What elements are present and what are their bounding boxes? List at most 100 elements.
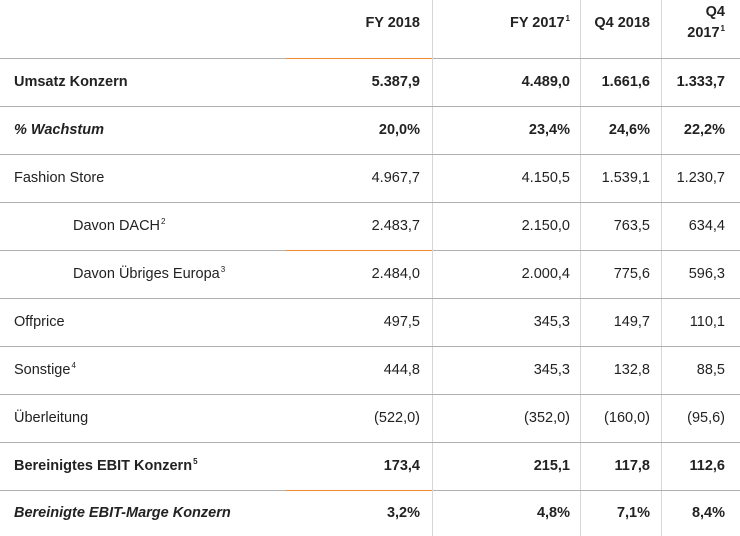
- cell-fy2018: 497,5: [383, 314, 420, 330]
- header-fy2017-text: FY 20171: [510, 13, 570, 34]
- row-divider: [0, 106, 740, 107]
- cell-q42017: 110,1: [689, 314, 725, 330]
- row-label-footnote: 3: [220, 265, 226, 275]
- row-divider: [433, 250, 740, 251]
- row-label-text: % Wachstum: [14, 122, 104, 138]
- row-label-text: Sonstige4: [14, 362, 76, 378]
- cell-q42017: 1.333,7: [676, 74, 725, 90]
- row-divider: [0, 250, 286, 251]
- cell-q42017: 634,4: [688, 218, 725, 234]
- row-label-footnote: 4: [71, 361, 76, 371]
- row-label-ebit-marge: Bereinigte EBIT-Marge Konzern: [14, 490, 284, 536]
- cell-q42018: (160,0): [604, 410, 650, 426]
- column-separator: [432, 0, 433, 536]
- row-label-main: Sonstige: [14, 362, 71, 378]
- cell-fy2018: 444,8: [383, 362, 420, 378]
- row-label-ebit: Bereinigtes EBIT Konzern5: [14, 442, 284, 490]
- cell-q42017: 88,5: [696, 362, 725, 378]
- header-rule: [0, 58, 286, 59]
- cell-q42018: 7,1%: [616, 505, 650, 521]
- cell-fy2018: 4.967,7: [371, 170, 420, 186]
- cell-fy2017: 4,8%: [536, 505, 570, 521]
- row-divider-orange: [286, 490, 432, 491]
- cell-fy2017: 345,3: [533, 362, 570, 378]
- cell-fy2018: 2.483,7: [371, 218, 420, 234]
- row-label-ueberleitung: Überleitung: [14, 394, 284, 442]
- header-q42017: Q4 20171: [663, 0, 725, 46]
- row-divider: [0, 442, 740, 443]
- row-divider: [0, 298, 740, 299]
- row-label-text: Überleitung: [14, 410, 89, 426]
- row-label-text: Umsatz Konzern: [14, 74, 128, 90]
- header-fy2017: FY 20171: [434, 0, 570, 46]
- cell-fy2017: 2.150,0: [521, 218, 570, 234]
- cell-fy2017: 215,1: [533, 458, 570, 474]
- header-q42017-footnote: 1: [720, 24, 725, 34]
- cell-q42017: 22,2%: [683, 122, 725, 138]
- row-label-davon-europa: Davon Übriges Europa3: [73, 250, 284, 298]
- cell-fy2018: 5.387,9: [371, 74, 420, 90]
- cell-q42018: 149,7: [613, 314, 650, 330]
- header-fy2018: FY 2018: [286, 0, 420, 46]
- cell-fy2017: 4.150,5: [521, 170, 570, 186]
- cell-fy2018: 3,2%: [386, 505, 420, 521]
- cell-fy2017: 345,3: [533, 314, 570, 330]
- row-divider: [0, 346, 740, 347]
- cell-fy2018: 20,0%: [378, 122, 420, 138]
- header-q42017-line2: 2017: [687, 25, 720, 41]
- header-rule-orange: [286, 58, 432, 59]
- cell-q42017: 1.230,7: [676, 170, 725, 186]
- row-label-wachstum: % Wachstum: [14, 106, 284, 154]
- row-label-fashion-store: Fashion Store: [14, 154, 284, 202]
- cell-q42018: 117,8: [614, 458, 651, 474]
- header-rule: [433, 58, 740, 59]
- row-label-main: Davon Übriges Europa: [73, 266, 220, 282]
- cell-q42018: 763,5: [613, 218, 650, 234]
- cell-q42018: 1.539,1: [601, 170, 650, 186]
- row-divider: [0, 154, 740, 155]
- row-label-text: Davon Übriges Europa3: [73, 266, 225, 282]
- row-label-sonstige: Sonstige4: [14, 346, 284, 394]
- cell-q42017: 8,4%: [691, 505, 725, 521]
- row-divider-orange: [286, 250, 432, 251]
- cell-fy2017: (352,0): [524, 410, 570, 426]
- row-label-main: Davon DACH: [73, 218, 161, 234]
- cell-fy2018: (522,0): [374, 410, 420, 426]
- row-label-footnote: 2: [161, 217, 166, 227]
- row-label-text: Fashion Store: [14, 170, 105, 186]
- row-divider: [0, 490, 286, 491]
- row-label-text: Bereinigtes EBIT Konzern5: [14, 458, 198, 474]
- cell-q42018: 775,6: [613, 266, 650, 282]
- row-divider: [433, 490, 740, 491]
- row-label-offprice: Offprice: [14, 298, 284, 346]
- row-divider: [0, 394, 740, 395]
- header-q42018-text: Q4 2018: [594, 14, 650, 31]
- header-q42017-line2-wrap: 20171: [687, 23, 725, 44]
- row-label-davon-dach: Davon DACH2: [73, 202, 284, 250]
- cell-fy2018: 173,4: [383, 458, 420, 474]
- cell-q42017: 596,3: [688, 266, 725, 282]
- header-fy2018-text: FY 2018: [365, 14, 420, 31]
- row-label-footnote: 5: [193, 457, 198, 467]
- row-label-text: Davon DACH2: [73, 218, 165, 234]
- cell-q42018: 24,6%: [608, 122, 650, 138]
- column-separator: [661, 0, 662, 536]
- column-separator: [580, 0, 581, 536]
- cell-fy2017: 4.489,0: [521, 74, 570, 90]
- header-fy2017-label: FY 2017: [509, 14, 565, 31]
- cell-q42017: (95,6): [687, 410, 725, 426]
- header-q42018: Q4 2018: [582, 0, 650, 46]
- cell-q42018: 1.661,6: [601, 74, 650, 90]
- row-label-text: Offprice: [14, 314, 65, 330]
- cell-q42018: 132,8: [613, 362, 650, 378]
- cell-fy2017: 23,4%: [528, 122, 570, 138]
- cell-q42017: 112,6: [689, 458, 726, 474]
- cell-fy2017: 2.000,4: [521, 266, 570, 282]
- header-q42017-line1: Q4: [705, 4, 725, 20]
- row-divider: [0, 202, 740, 203]
- row-label-main: Bereinigtes EBIT Konzern: [14, 458, 193, 474]
- row-label-text: Bereinigte EBIT-Marge Konzern: [14, 505, 231, 521]
- header-fy2017-footnote: 1: [565, 13, 570, 23]
- row-label-umsatz: Umsatz Konzern: [14, 58, 284, 106]
